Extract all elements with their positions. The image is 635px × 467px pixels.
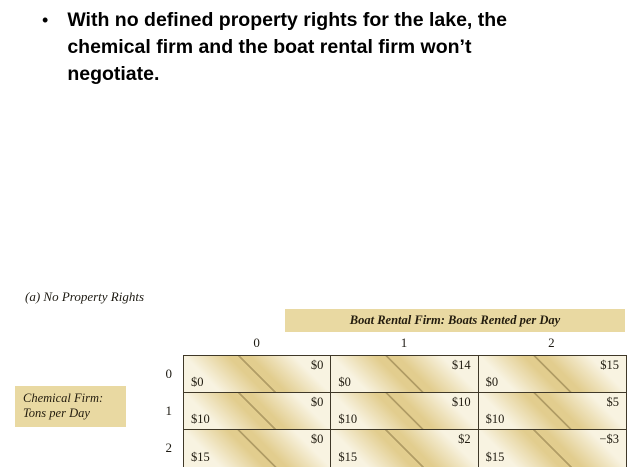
payoff-cell: $5 $10 xyxy=(478,393,626,430)
row-group-header-line1: Chemical Firm: xyxy=(23,391,104,405)
payoff-cell: $14 $0 xyxy=(331,356,479,393)
bullet-item: • With no defined property rights for th… xyxy=(42,7,587,88)
payoff-cell: $10 $10 xyxy=(331,393,479,430)
boat-firm-payoff: $14 xyxy=(451,358,471,372)
row-labels: 0 1 2 xyxy=(146,355,176,466)
payoff-cell: $0 $10 xyxy=(184,393,332,430)
payoff-cell: $2 $15 xyxy=(331,430,479,467)
payoff-cell: $0 $15 xyxy=(184,430,332,467)
boat-firm-payoff: $0 xyxy=(310,395,324,409)
chemical-firm-payoff: $0 xyxy=(338,375,351,389)
chemical-firm-payoff: $15 xyxy=(191,450,210,464)
column-label: 0 xyxy=(253,335,260,350)
payoff-cell: −$3 $15 xyxy=(478,430,626,467)
column-group-header: Boat Rental Firm: Boats Rented per Day xyxy=(285,309,625,332)
boat-firm-payoff: $0 xyxy=(310,432,324,446)
boat-firm-payoff: $5 xyxy=(606,395,619,409)
payoff-cell: $15 $0 xyxy=(478,356,626,393)
chemical-firm-payoff: $10 xyxy=(485,412,505,426)
bullet-marker: • xyxy=(42,10,49,30)
row-label: 2 xyxy=(165,439,173,455)
chemical-firm-payoff: $10 xyxy=(191,412,210,426)
chemical-firm-payoff: $15 xyxy=(338,450,358,464)
figure-caption: (a) No Property Rights xyxy=(25,289,145,304)
chemical-firm-payoff: $0 xyxy=(191,375,204,389)
row-label: 1 xyxy=(165,402,173,418)
chemical-firm-payoff: $10 xyxy=(338,412,358,426)
bullet-text: With no defined property rights for the … xyxy=(67,9,507,85)
row-group-header: Chemical Firm: Tons per Day xyxy=(15,386,126,427)
row-label: 0 xyxy=(165,365,173,381)
column-label: 1 xyxy=(400,335,408,350)
boat-firm-payoff: $10 xyxy=(451,395,471,409)
column-labels: 0 1 2 xyxy=(183,335,625,353)
column-label: 2 xyxy=(548,335,555,350)
boat-firm-payoff: $0 xyxy=(310,358,324,372)
payoff-cell: $0 $0 xyxy=(184,356,332,393)
chemical-firm-payoff: $0 xyxy=(485,375,499,389)
row-group-header-line2: Tons per Day xyxy=(23,406,90,420)
payoff-matrix: $0 $0 $14 $0 $15 $0 $0 $10 $10 $10 $5 $1… xyxy=(183,355,627,467)
boat-firm-payoff: $2 xyxy=(458,432,471,446)
boat-firm-payoff: −$3 xyxy=(599,432,619,446)
boat-firm-payoff: $15 xyxy=(600,358,619,372)
chemical-firm-payoff: $15 xyxy=(485,450,505,464)
